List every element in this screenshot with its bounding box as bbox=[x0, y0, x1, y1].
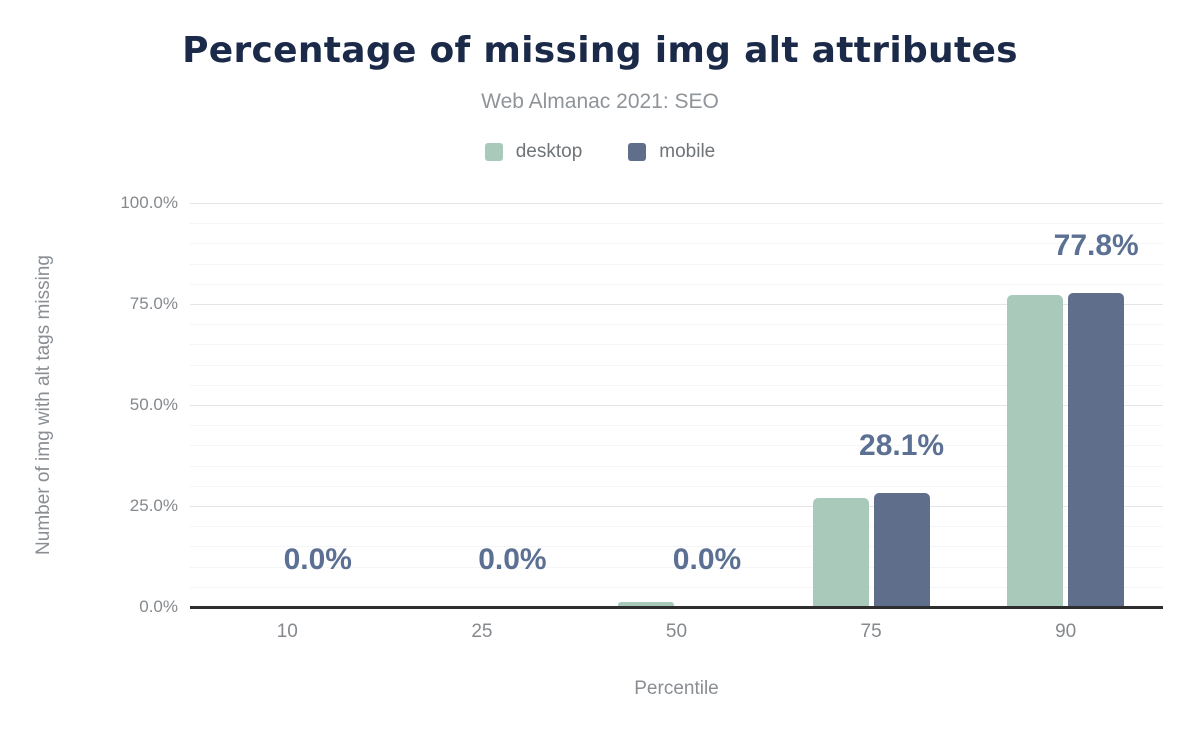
minor-gridline bbox=[190, 284, 1163, 285]
legend-label-mobile: mobile bbox=[659, 141, 716, 162]
desktop-series-swatch-icon bbox=[484, 143, 503, 161]
y-tick-label: 25.0% bbox=[129, 496, 178, 515]
minor-gridline bbox=[190, 365, 1163, 366]
data-label-p10: 0.0% bbox=[283, 543, 352, 576]
legend-item-mobile: mobile bbox=[628, 141, 715, 163]
y-tick-label: 0.0% bbox=[139, 597, 178, 616]
data-label-p50: 0.0% bbox=[672, 543, 742, 576]
legend: desktop mobile bbox=[0, 141, 1200, 163]
major-gridline bbox=[190, 203, 1163, 204]
bar-mobile-p75 bbox=[873, 493, 930, 607]
bar-mobile-p90 bbox=[1068, 292, 1125, 607]
legend-item-desktop: desktop bbox=[484, 141, 583, 163]
y-tick-label: 100.0% bbox=[120, 193, 178, 212]
x-tick-label: 75 bbox=[860, 621, 882, 642]
legend-label-desktop: desktop bbox=[515, 141, 583, 162]
chart-subtitle: Web Almanac 2021: SEO bbox=[481, 90, 719, 113]
x-axis-title: Percentile bbox=[634, 678, 719, 699]
minor-gridline bbox=[190, 587, 1163, 588]
minor-gridline bbox=[190, 546, 1163, 547]
minor-gridline bbox=[190, 466, 1163, 467]
x-tick-label: 50 bbox=[665, 621, 688, 642]
y-tick-label: 50.0% bbox=[129, 395, 178, 414]
x-tick-label: 90 bbox=[1055, 621, 1077, 642]
minor-gridline bbox=[190, 425, 1163, 426]
bar-desktop-p90 bbox=[1007, 295, 1064, 607]
major-gridline bbox=[190, 405, 1163, 406]
data-label-p90: 77.8% bbox=[1053, 228, 1139, 262]
minor-gridline bbox=[190, 385, 1163, 386]
x-tick-label: 10 bbox=[276, 621, 298, 642]
minor-gridline bbox=[190, 344, 1163, 345]
chart-title: Percentage of missing img alt attributes bbox=[182, 30, 1018, 71]
x-axis-line bbox=[190, 606, 1163, 609]
mobile-series-swatch-icon bbox=[628, 143, 647, 161]
minor-gridline bbox=[190, 567, 1163, 568]
minor-gridline bbox=[190, 324, 1163, 325]
minor-gridline bbox=[190, 223, 1163, 224]
minor-gridline bbox=[190, 243, 1163, 244]
minor-gridline bbox=[190, 486, 1163, 487]
x-tick-label: 25 bbox=[471, 621, 493, 642]
minor-gridline bbox=[190, 526, 1163, 527]
minor-gridline bbox=[190, 264, 1163, 265]
major-gridline bbox=[190, 506, 1163, 507]
bar-desktop-p75 bbox=[812, 498, 869, 607]
data-label-p75: 28.1% bbox=[859, 429, 945, 463]
y-tick-label: 75.0% bbox=[129, 294, 178, 313]
bar-desktop-p50 bbox=[618, 602, 674, 607]
data-label-p25: 0.0% bbox=[478, 543, 547, 576]
major-gridline bbox=[190, 304, 1163, 305]
minor-gridline bbox=[190, 445, 1163, 446]
